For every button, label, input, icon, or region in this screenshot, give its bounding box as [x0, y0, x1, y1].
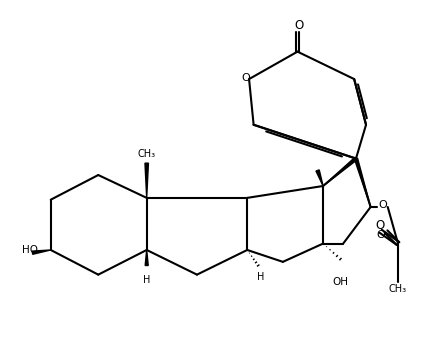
Polygon shape [145, 163, 148, 198]
Text: H: H [143, 275, 150, 285]
Text: H: H [257, 272, 265, 283]
Text: O: O [376, 230, 385, 240]
Text: O: O [295, 19, 304, 32]
Text: CH₃: CH₃ [138, 149, 156, 159]
Text: OH: OH [332, 277, 348, 287]
Text: HO: HO [22, 245, 38, 255]
Text: CH₃: CH₃ [389, 284, 407, 294]
Text: O: O [375, 219, 385, 232]
Polygon shape [32, 250, 51, 254]
Text: O: O [378, 200, 387, 210]
Polygon shape [354, 158, 371, 207]
Polygon shape [316, 170, 323, 186]
Text: O: O [241, 73, 250, 83]
Polygon shape [145, 250, 148, 266]
Polygon shape [323, 157, 357, 186]
